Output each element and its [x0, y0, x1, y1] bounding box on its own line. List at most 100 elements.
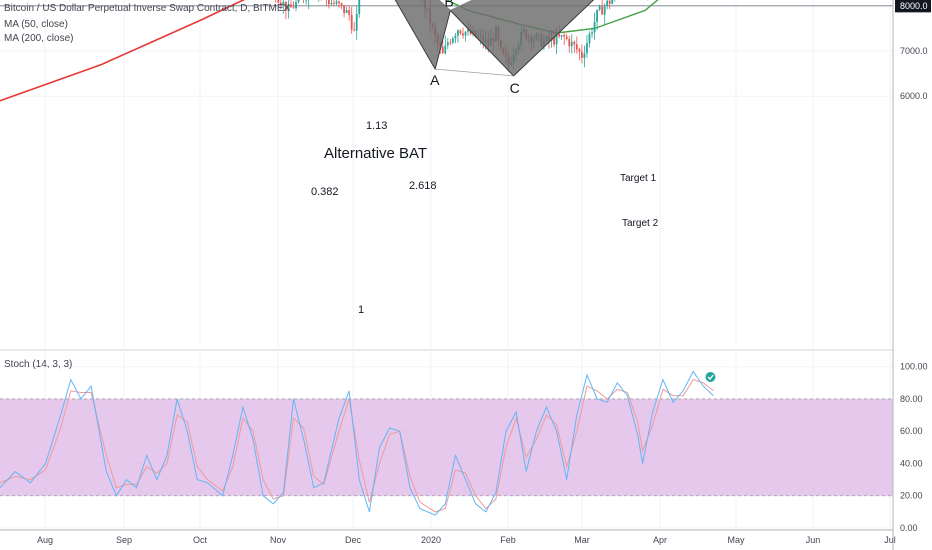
pattern-point-B: B — [444, 0, 453, 9]
price-tag-text: 8000.0 — [900, 1, 928, 11]
candle-body — [601, 6, 604, 15]
candle-body — [462, 33, 464, 36]
candle-body — [606, 0, 609, 7]
pattern-ratio-label: 1 — [358, 304, 364, 316]
x-tick-label: May — [727, 535, 745, 545]
candle-body — [464, 31, 467, 36]
check-mark — [707, 374, 714, 380]
candle-body — [603, 6, 606, 15]
pattern-ratio-label: 0.382 — [311, 186, 339, 198]
candle-body — [588, 33, 591, 44]
candle-body — [591, 32, 593, 34]
stoch-y-tick-label: 20.00 — [900, 491, 923, 501]
stoch-legend: Stoch (14, 3, 3) — [4, 359, 73, 370]
x-tick-label: Aug — [37, 535, 53, 545]
x-tick-label: Feb — [500, 535, 516, 545]
candle-body — [340, 3, 343, 6]
pattern-point-C: C — [510, 80, 520, 96]
x-tick-label: Dec — [345, 535, 362, 545]
candle-body — [353, 29, 356, 31]
candle-body — [449, 42, 452, 44]
candle-body — [454, 35, 457, 39]
pattern-ratio-line — [435, 68, 514, 77]
x-tick-label: Nov — [270, 535, 287, 545]
candle-body — [295, 2, 297, 9]
candle-body — [598, 6, 601, 10]
candle-body — [608, 0, 611, 4]
candle-body — [581, 51, 583, 58]
candle-body — [573, 41, 576, 45]
candle-body — [459, 30, 462, 34]
stoch-lines — [0, 370, 716, 516]
stoch-k-line — [0, 370, 714, 516]
pattern-ratio-label: 1.13 — [366, 120, 387, 132]
candle-body — [297, 0, 300, 3]
x-tick-label: Apr — [653, 535, 667, 545]
stoch-band-layer — [0, 398, 893, 497]
candle-body — [330, 2, 333, 5]
candle-body — [467, 28, 469, 32]
candle-body — [560, 35, 563, 37]
y-tick-label: 7000.0 — [900, 46, 928, 56]
candle-body — [593, 22, 596, 33]
pattern-point-A: A — [430, 72, 440, 88]
candle-body — [611, 0, 614, 4]
candle-body — [558, 34, 561, 37]
candle-body — [335, 1, 338, 4]
stoch-y-tick-label: 0.00 — [900, 523, 918, 533]
pattern-triangle-1 — [394, 0, 451, 71]
x-tick-label: Mar — [574, 535, 590, 545]
stoch-y-tick-label: 80.00 — [900, 394, 923, 404]
candle-body — [451, 38, 454, 43]
candle-body — [553, 37, 555, 45]
candle-body — [287, 4, 290, 11]
candle-body — [277, 0, 280, 3]
candle-body — [328, 0, 330, 5]
candle-body — [305, 0, 308, 1]
stoch-y-tick-label: 100.00 — [900, 362, 928, 372]
chart-title: Bitcoin / US Dollar Perpetual Inverse Sw… — [4, 3, 291, 14]
x-tick-label: Oct — [193, 535, 208, 545]
ma50-legend: MA (50, close) — [4, 19, 68, 30]
x-tick-label: 2020 — [421, 535, 441, 545]
candle-body — [586, 43, 588, 54]
candle-body — [290, 4, 292, 8]
target-label: Target 2 — [622, 218, 659, 229]
candle-body — [568, 38, 571, 47]
candle-body — [292, 7, 295, 9]
check-icon — [705, 372, 716, 382]
price-tag-level — [895, 0, 931, 13]
pattern-name: Alternative BAT — [324, 145, 427, 162]
candle-body — [355, 13, 358, 31]
candle-body — [446, 42, 449, 46]
candle-body — [358, 0, 361, 14]
x-tick-label: Sep — [116, 535, 132, 545]
x-tick-label: Jun — [806, 535, 821, 545]
candle-body — [348, 9, 351, 15]
y-tick-label: 6000.0 — [900, 91, 928, 101]
candle-body — [345, 9, 348, 13]
stoch-y-tick-label: 60.00 — [900, 426, 923, 436]
pattern-ratio-label: 2.618 — [409, 180, 437, 192]
candle-body — [570, 41, 573, 47]
candle-body — [457, 30, 459, 36]
candle-body — [578, 49, 581, 52]
x-tick-label: Jul — [884, 535, 896, 545]
level-lines — [0, 5, 893, 7]
pattern-triangle-2 — [449, 0, 595, 77]
candle-body — [441, 46, 444, 54]
candle-body — [444, 45, 447, 54]
candle-body — [282, 1, 285, 6]
candle-body — [350, 14, 353, 30]
stoch-band — [0, 398, 893, 496]
candle-body — [343, 5, 345, 13]
candle-body — [333, 2, 335, 4]
candle-body — [284, 1, 287, 11]
price-tags: 10230.012:43:599000.08000.0 — [895, 0, 931, 13]
ma200-legend: MA (200, close) — [4, 33, 74, 44]
target-label: Target 1 — [620, 173, 657, 184]
stoch-y-tick-label: 40.00 — [900, 458, 923, 468]
candle-body — [338, 1, 340, 4]
